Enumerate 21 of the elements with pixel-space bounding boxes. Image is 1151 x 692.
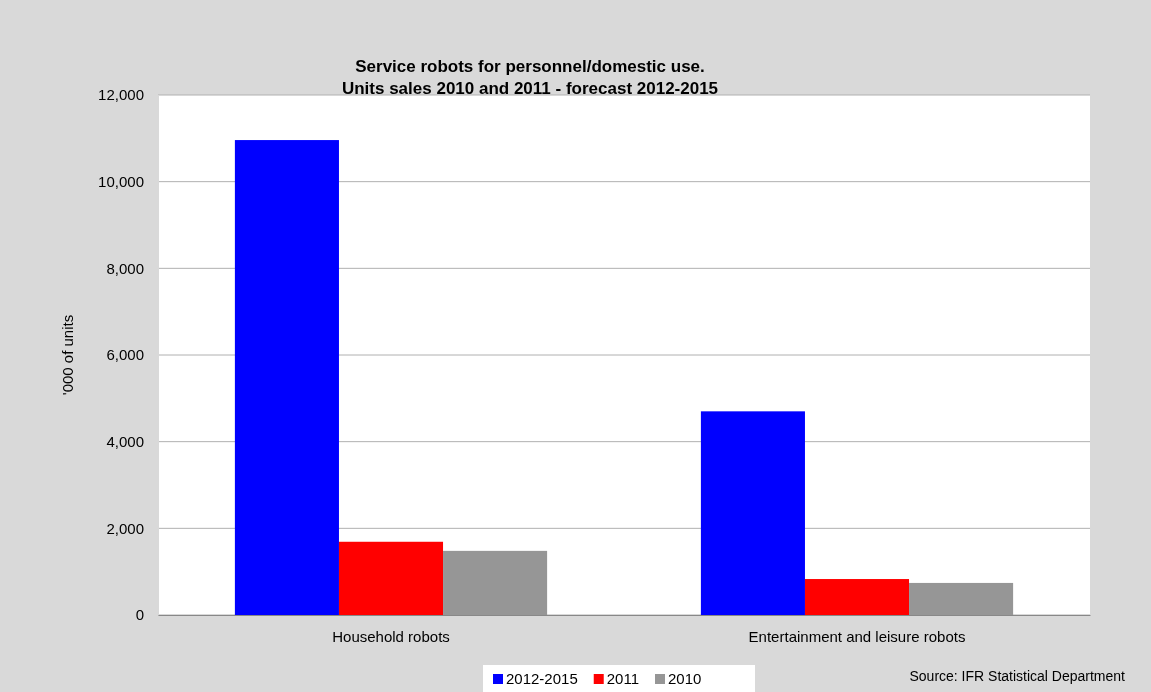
y-tick-label: 2,000 — [106, 519, 144, 537]
y-tick-label: 0 — [135, 606, 144, 624]
source-note: Source: IFR Statistical Department — [909, 668, 1126, 684]
bar — [909, 582, 1014, 615]
legend-label: 2011 — [606, 670, 639, 687]
bar — [338, 541, 444, 615]
bar — [443, 550, 548, 615]
bar — [700, 411, 805, 615]
x-tick-label: Household robots — [332, 627, 450, 645]
bar — [804, 579, 910, 615]
y-tick-label: 6,000 — [106, 346, 144, 364]
x-tick-label: Entertainment and leisure robots — [748, 627, 966, 645]
y-tick-label: 12,000 — [98, 86, 144, 104]
y-tick-label: 10,000 — [98, 172, 144, 190]
bar — [234, 140, 339, 615]
legend-label: 2010 — [668, 670, 702, 687]
legend-label: 2012-2015 — [506, 670, 578, 687]
y-tick-label: 4,000 — [106, 432, 144, 450]
chart-title: Service robots for personnel/domestic use. Units sales 2010 and 2011 - forecast 2012-2015 — [341, 57, 719, 98]
y-tick-label: 8,000 — [106, 259, 144, 277]
y-axis-title: '000 of units — [59, 314, 76, 396]
